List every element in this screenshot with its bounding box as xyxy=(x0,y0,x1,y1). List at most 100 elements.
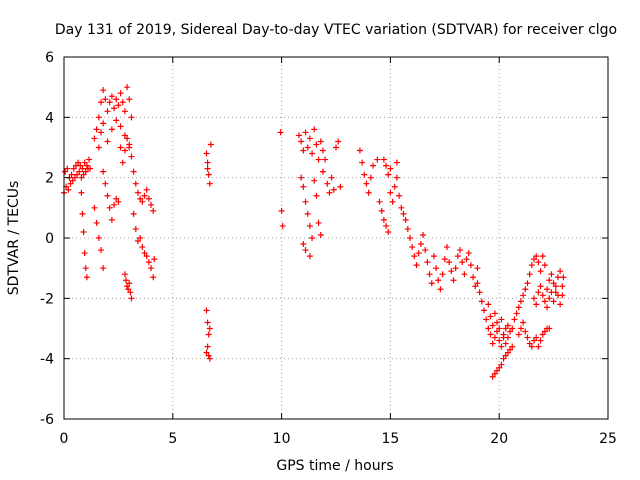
data-point-marker xyxy=(476,289,483,296)
data-point-marker xyxy=(309,235,316,241)
data-point-marker xyxy=(507,328,514,335)
data-point-marker xyxy=(313,141,320,148)
data-point-marker xyxy=(104,108,111,115)
data-point-marker xyxy=(526,271,533,278)
data-point-marker xyxy=(463,256,470,263)
data-point-marker xyxy=(465,250,472,257)
data-point-marker xyxy=(148,201,155,208)
data-point-marker xyxy=(79,165,86,172)
data-point-marker xyxy=(306,135,313,142)
data-point-marker xyxy=(504,349,511,356)
data-point-marker xyxy=(278,207,285,214)
data-point-marker xyxy=(537,283,544,290)
data-point-marker xyxy=(117,144,124,151)
data-point-marker xyxy=(559,292,566,299)
data-point-marker xyxy=(302,129,309,136)
data-point-marker xyxy=(524,334,531,341)
data-point-marker xyxy=(74,171,81,178)
data-point-marker xyxy=(207,141,214,148)
data-point-marker xyxy=(420,231,427,238)
y-tick-label: 2 xyxy=(45,171,54,187)
data-point-marker xyxy=(557,301,564,308)
data-point-marker xyxy=(474,280,481,287)
y-tick-label: 6 xyxy=(45,50,54,66)
data-point-marker xyxy=(95,235,102,241)
data-point-marker xyxy=(491,370,498,377)
data-point-marker xyxy=(446,259,453,266)
data-point-marker xyxy=(102,180,109,187)
data-point-marker xyxy=(206,180,213,187)
data-point-marker xyxy=(121,132,128,139)
data-point-marker xyxy=(108,126,115,133)
data-point-marker xyxy=(117,123,124,130)
data-point-marker xyxy=(496,364,503,371)
data-point-marker xyxy=(83,162,90,169)
data-point-marker xyxy=(126,141,133,148)
data-point-marker xyxy=(502,352,509,359)
data-point-marker xyxy=(64,165,71,172)
data-point-marker xyxy=(121,108,128,115)
data-point-marker xyxy=(82,265,89,272)
data-point-marker xyxy=(448,268,455,275)
data-point-marker xyxy=(387,165,394,172)
data-point-marker xyxy=(77,162,84,169)
data-point-marker xyxy=(328,174,335,181)
data-point-marker xyxy=(541,328,548,335)
data-point-marker xyxy=(491,310,498,317)
data-point-marker xyxy=(509,325,516,332)
data-point-marker xyxy=(104,138,111,145)
data-point-marker xyxy=(130,168,137,175)
data-point-marker xyxy=(485,301,492,308)
data-point-marker xyxy=(68,171,75,178)
x-tick-label: 5 xyxy=(168,431,177,447)
data-point-marker xyxy=(356,147,363,154)
data-point-marker xyxy=(205,352,212,359)
data-point-marker xyxy=(472,283,479,290)
data-point-marker xyxy=(517,298,524,305)
data-point-marker xyxy=(531,256,538,263)
data-point-marker xyxy=(552,283,559,290)
y-tick-label: -2 xyxy=(40,291,54,307)
data-point-marker xyxy=(557,268,564,275)
data-point-marker xyxy=(113,195,120,202)
data-point-marker xyxy=(385,228,392,235)
data-point-marker xyxy=(81,250,88,257)
data-point-marker xyxy=(539,253,546,260)
data-point-marker xyxy=(302,198,309,205)
data-point-marker xyxy=(426,271,433,278)
data-point-marker xyxy=(102,96,109,103)
data-point-marker xyxy=(119,99,126,106)
data-point-marker xyxy=(383,162,390,169)
data-point-marker xyxy=(459,259,466,266)
data-point-marker xyxy=(145,195,152,202)
data-point-marker xyxy=(205,331,212,338)
data-point-marker xyxy=(376,198,383,205)
data-point-marker xyxy=(128,114,135,121)
data-point-marker xyxy=(319,168,326,175)
data-point-marker xyxy=(454,253,461,260)
data-point-marker xyxy=(137,235,144,241)
data-point-marker xyxy=(428,280,435,287)
data-point-marker xyxy=(391,183,398,190)
data-point-marker xyxy=(489,373,496,380)
data-point-marker xyxy=(151,256,158,263)
data-point-marker xyxy=(365,189,372,196)
x-tick-label: 0 xyxy=(60,431,69,447)
data-point-marker xyxy=(404,225,411,232)
data-point-marker xyxy=(324,180,331,187)
data-point-marker xyxy=(150,207,157,214)
grid-lines xyxy=(64,57,608,419)
data-point-marker xyxy=(515,331,522,338)
data-point-marker xyxy=(498,316,505,323)
data-point-marker xyxy=(126,96,133,103)
data-point-marker xyxy=(97,129,104,136)
data-point-marker xyxy=(311,177,318,184)
data-point-marker xyxy=(87,165,94,172)
data-point-marker xyxy=(108,216,115,223)
data-point-marker xyxy=(91,135,98,142)
data-point-marker xyxy=(450,277,457,284)
data-point-marker xyxy=(296,132,303,139)
data-point-marker xyxy=(106,204,113,211)
data-point-marker xyxy=(137,195,144,202)
